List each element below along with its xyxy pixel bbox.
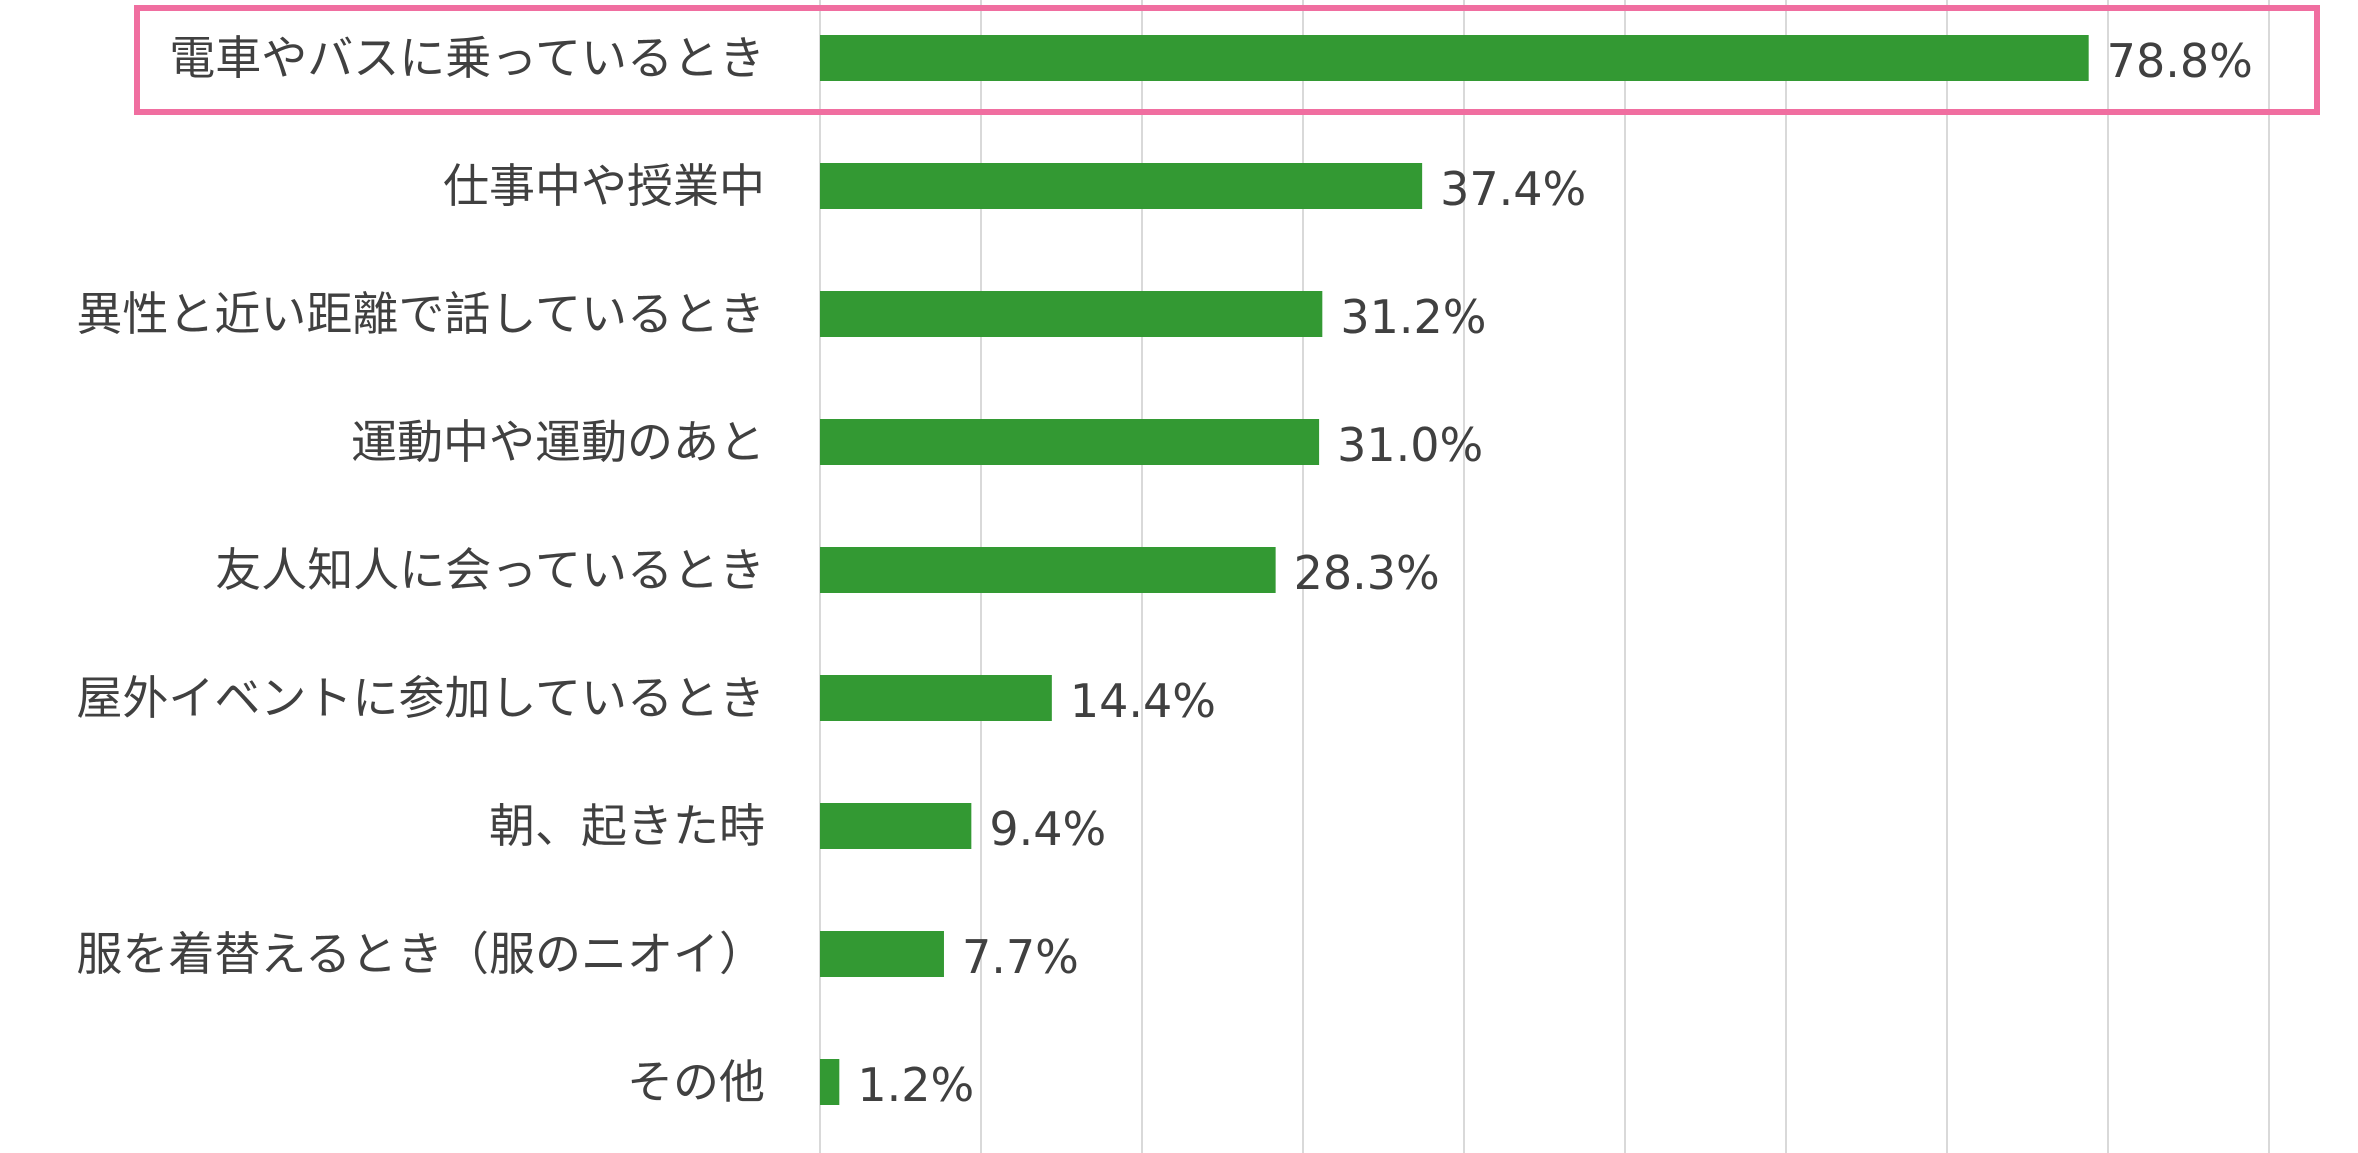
category-label-4: 運動中や運動のあと bbox=[351, 415, 765, 469]
value-label-1: 78.8% bbox=[2107, 34, 2253, 88]
bars bbox=[820, 35, 2089, 1105]
value-label-7: 9.4% bbox=[989, 802, 1106, 856]
value-labels: 78.8% 37.4% 31.2% 31.0% 28.3% 14.4% 9.4% 7.7% 1.… bbox=[857, 34, 2253, 1112]
highlight-box bbox=[134, 5, 2320, 115]
value-label-4: 31.0% bbox=[1337, 418, 1483, 472]
bar-5 bbox=[820, 547, 1276, 593]
category-label-5: 友人知人に会っているとき bbox=[215, 543, 765, 597]
bar-1 bbox=[820, 35, 2089, 81]
highlight-layer bbox=[134, 5, 2320, 115]
value-label-2: 37.4% bbox=[1440, 162, 1586, 216]
category-label-2: 仕事中や授業中 bbox=[443, 159, 765, 213]
category-label-7: 朝、起きた時 bbox=[489, 799, 765, 853]
category-label-1: 電車やバスに乗っているとき bbox=[169, 31, 765, 85]
bar-4 bbox=[820, 419, 1320, 465]
value-label-6: 14.4% bbox=[1070, 674, 1216, 728]
category-label-9: その他 bbox=[627, 1055, 765, 1109]
category-labels: 電車やバスに乗っているとき仕事中や授業中異性と近い距離で話しているとき運動中や運… bbox=[76, 31, 765, 1109]
category-label-3: 異性と近い距離で話しているとき bbox=[76, 287, 765, 341]
bar-6 bbox=[820, 675, 1052, 721]
bar-2 bbox=[820, 163, 1423, 209]
bar-7 bbox=[820, 803, 972, 849]
category-label-8: 服を着替えるとき（服のニオイ） bbox=[76, 927, 765, 981]
bar-3 bbox=[820, 291, 1323, 337]
bar-9 bbox=[820, 1059, 840, 1105]
value-label-9: 1.2% bbox=[857, 1058, 974, 1112]
value-label-8: 7.7% bbox=[962, 930, 1079, 984]
value-label-3: 31.2% bbox=[1340, 290, 1486, 344]
value-label-5: 28.3% bbox=[1294, 546, 1440, 600]
category-label-6: 屋外イベントに参加しているとき bbox=[76, 671, 765, 725]
bar-8 bbox=[820, 931, 944, 977]
